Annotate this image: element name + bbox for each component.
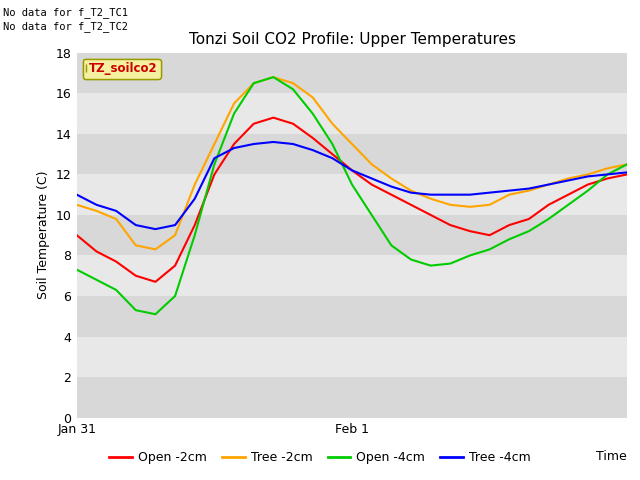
Legend: Open -2cm, Tree -2cm, Open -4cm, Tree -4cm: Open -2cm, Tree -2cm, Open -4cm, Tree -4… [104, 446, 536, 469]
Bar [77, 174, 627, 215]
Text: Time: Time [596, 450, 627, 463]
Y-axis label: Soil Temperature (C): Soil Temperature (C) [37, 171, 50, 300]
Bar [77, 255, 627, 296]
Legend: TZ_soilco2: TZ_soilco2 [83, 59, 161, 79]
Bar [77, 53, 627, 93]
Bar [77, 336, 627, 377]
Text: No data for f_T2_TC1
No data for f_T2_TC2: No data for f_T2_TC1 No data for f_T2_TC… [3, 7, 128, 32]
Bar [77, 215, 627, 255]
Bar [77, 296, 627, 336]
Bar [77, 377, 627, 418]
Bar [77, 134, 627, 174]
Bar [77, 93, 627, 134]
Title: Tonzi Soil CO2 Profile: Upper Temperatures: Tonzi Soil CO2 Profile: Upper Temperatur… [189, 33, 515, 48]
